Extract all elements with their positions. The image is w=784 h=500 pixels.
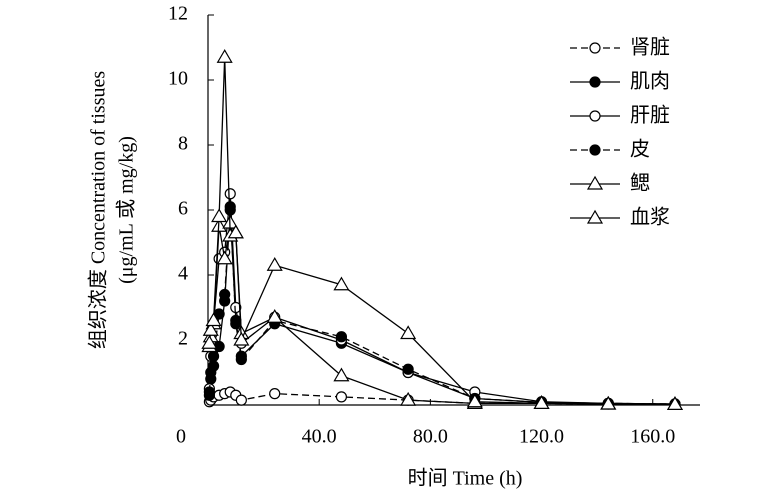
marker bbox=[202, 322, 219, 336]
marker bbox=[333, 276, 350, 291]
series-line bbox=[208, 57, 675, 405]
x-tick-label: 160.0 bbox=[630, 426, 675, 448]
legend-marker bbox=[589, 42, 601, 54]
legend-label: 肌肉 bbox=[630, 69, 670, 93]
y-axis-label: 组织浓度 Concentration of tissues bbox=[87, 71, 110, 350]
y-tick-label: 12 bbox=[168, 3, 188, 25]
marker bbox=[207, 350, 220, 362]
x-tick-label: 40.0 bbox=[302, 426, 337, 448]
marker bbox=[335, 391, 348, 403]
marker bbox=[211, 208, 228, 223]
legend-label: 鳃 bbox=[630, 171, 650, 195]
legend-label: 肝脏 bbox=[630, 103, 670, 127]
x-tick-label: 120.0 bbox=[519, 426, 564, 448]
legend-marker bbox=[589, 76, 601, 88]
marker bbox=[224, 188, 236, 200]
y-tick-label: 6 bbox=[178, 198, 188, 220]
y-tick-label: 2 bbox=[178, 328, 188, 350]
marker bbox=[216, 49, 233, 63]
legend-label: 皮 bbox=[630, 137, 650, 161]
marker bbox=[533, 395, 550, 409]
x-tick-label: 0 bbox=[176, 426, 186, 448]
series-line bbox=[208, 221, 675, 405]
series-line bbox=[208, 193, 675, 405]
marker bbox=[335, 331, 348, 343]
marker bbox=[266, 257, 283, 271]
marker bbox=[666, 396, 684, 410]
marker bbox=[230, 318, 242, 330]
marker bbox=[216, 250, 233, 265]
marker bbox=[224, 201, 236, 213]
marker bbox=[227, 224, 244, 239]
marker bbox=[400, 391, 417, 406]
x-tick-label: 80.0 bbox=[413, 426, 448, 448]
marker bbox=[233, 331, 250, 346]
marker bbox=[269, 388, 281, 400]
marker bbox=[201, 335, 218, 349]
legend-marker bbox=[586, 175, 604, 190]
marker bbox=[600, 395, 617, 410]
legend-label: 肾脏 bbox=[630, 35, 670, 59]
legend-marker bbox=[586, 209, 604, 224]
y-tick-label: 4 bbox=[178, 263, 188, 285]
marker bbox=[205, 312, 222, 327]
y-axis-label: (μg/mL 或 mg/kg) bbox=[115, 136, 138, 284]
series-line bbox=[208, 209, 675, 405]
legend-label: 血浆 bbox=[630, 205, 670, 229]
marker bbox=[235, 394, 247, 406]
x-axis-label: 时间 Time (h) bbox=[408, 467, 523, 490]
marker bbox=[203, 386, 215, 398]
marker bbox=[235, 353, 247, 366]
y-tick-label: 8 bbox=[178, 133, 188, 155]
marker bbox=[466, 393, 483, 408]
marker bbox=[400, 325, 417, 340]
legend-marker bbox=[589, 144, 601, 156]
series-line bbox=[208, 206, 675, 405]
marker bbox=[333, 367, 350, 382]
legend-marker bbox=[589, 110, 601, 122]
marker bbox=[219, 288, 231, 301]
marker bbox=[402, 363, 414, 375]
marker bbox=[266, 309, 283, 323]
y-tick-label: 10 bbox=[168, 68, 188, 90]
marker bbox=[205, 366, 217, 379]
